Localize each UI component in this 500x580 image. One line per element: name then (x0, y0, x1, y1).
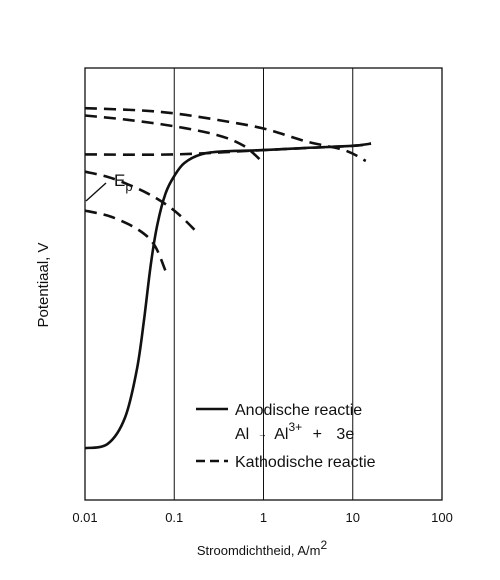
series-cathodic-curve-2 (84, 106, 367, 163)
x-tick-label: 1 (260, 510, 267, 525)
x-tick-labels: 0.01 0.1 1 10 100 (72, 510, 453, 525)
y-axis-label: Potentiaal, V (35, 242, 52, 327)
legend: Anodische reactie Al → Al3+ + 3e Kathodi… (196, 402, 376, 471)
ep-label: Ep (114, 171, 133, 194)
series-cathodic-curve-1 (84, 142, 372, 157)
x-axis-label: Stroomdichtheid, A/m2 (197, 538, 328, 558)
grid-lines (173, 68, 354, 500)
x-tick-label: 0.01 (72, 510, 97, 525)
legend-reaction-equation: Al → Al3+ + 3e (235, 418, 354, 443)
ep-annotation: Ep (85, 171, 133, 202)
series-cathodic-curve-3 (84, 114, 265, 164)
series-layer (84, 106, 372, 450)
legend-anodic-label: Anodische reactie (235, 402, 362, 419)
series-cathodic-curve-5 (84, 209, 167, 272)
x-tick-label: 10 (346, 510, 360, 525)
x-tick-label: 0.1 (165, 510, 183, 525)
ep-pointer (85, 182, 107, 202)
series-cathodic-curve-4 (84, 170, 198, 234)
legend-cathodic-label: Kathodische reactie (235, 454, 376, 471)
x-tick-label: 100 (431, 510, 453, 525)
